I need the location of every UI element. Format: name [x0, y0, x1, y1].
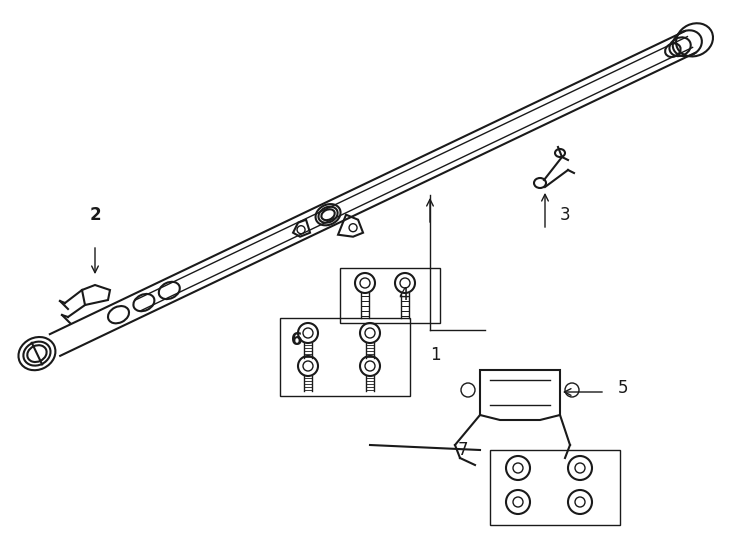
Text: 3: 3 [560, 206, 570, 224]
Bar [280, 318, 410, 396]
Text: 1: 1 [429, 346, 440, 364]
Text: 2: 2 [90, 206, 101, 224]
Text: 4: 4 [398, 286, 409, 304]
Text: 7: 7 [457, 441, 468, 459]
Bar [340, 268, 440, 323]
Text: 6: 6 [291, 331, 303, 349]
Text: 5: 5 [618, 379, 628, 397]
Bar [490, 450, 620, 525]
